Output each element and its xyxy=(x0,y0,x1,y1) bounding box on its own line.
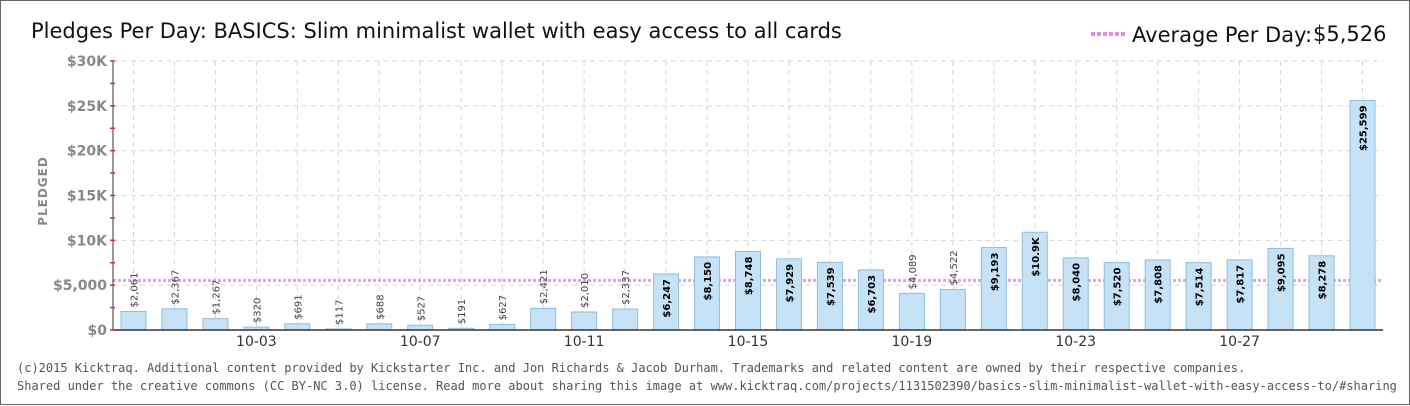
bar-2 xyxy=(202,318,229,331)
data-label-18: $6,703 xyxy=(867,275,878,314)
y-tick-labels: $0 $5,000 $10K $15K $20K $25K $30K xyxy=(53,54,108,339)
average-legend: Average Per Day: $5,526 xyxy=(1091,22,1386,47)
axes xyxy=(110,60,1383,331)
y-tick-label-5: $25K xyxy=(67,99,108,115)
y-tick-label-2: $10K xyxy=(67,233,108,249)
y-tick-label-1: $5,000 xyxy=(53,278,107,294)
average-legend-label: Average Per Day: xyxy=(1132,23,1312,47)
data-label-29: $8,278 xyxy=(1318,261,1329,300)
data-label-26: $7,514 xyxy=(1195,268,1206,307)
data-label-12: $2,337 xyxy=(621,270,632,305)
bar-25 xyxy=(1144,259,1171,331)
x-tick-label-2: 10-11 xyxy=(564,334,605,350)
bars xyxy=(120,99,1376,331)
data-label-19: $4,089 xyxy=(908,254,919,289)
data-label-23: $8,040 xyxy=(1072,263,1083,302)
bar-13 xyxy=(653,273,680,331)
bar-16 xyxy=(775,258,802,331)
bar-21 xyxy=(980,247,1007,331)
chart-title: Pledges Per Day: BASICS: Slim minimalist… xyxy=(31,19,842,43)
bar-6 xyxy=(366,323,393,331)
y-tick-label-6: $30K xyxy=(67,54,108,70)
bar-14 xyxy=(694,256,721,331)
data-label-10: $2,421 xyxy=(539,269,550,304)
bar-27 xyxy=(1226,259,1253,331)
bar-24 xyxy=(1103,262,1130,331)
x-tick-label-4: 10-19 xyxy=(892,334,933,350)
bar-19 xyxy=(898,292,925,331)
data-label-14: $8,150 xyxy=(703,262,714,301)
x-tick-labels: 10-03 10-07 10-11 10-15 10-19 10-23 10-27 xyxy=(236,334,1260,350)
data-label-24: $7,520 xyxy=(1113,268,1124,307)
data-label-15: $8,748 xyxy=(744,257,755,296)
bar-12 xyxy=(612,308,639,331)
bar-17 xyxy=(816,261,843,331)
data-label-21: $9,193 xyxy=(990,253,1001,292)
data-label-1: $2,367 xyxy=(170,270,181,305)
x-tick-label-3: 10-15 xyxy=(728,334,769,350)
data-label-2: $1,267 xyxy=(211,280,222,315)
data-label-5: $117 xyxy=(334,299,345,324)
y-tick-label-0: $0 xyxy=(88,323,108,339)
data-label-30: $25,599 xyxy=(1359,105,1370,151)
data-label-25: $7,808 xyxy=(1154,265,1165,304)
data-label-17: $7,539 xyxy=(826,267,837,306)
x-tick-label-6: 10-27 xyxy=(1219,334,1260,350)
bar-23 xyxy=(1062,257,1089,331)
x-tick-label-0: 10-03 xyxy=(236,334,277,350)
data-label-4: $691 xyxy=(293,294,304,319)
bar-11 xyxy=(571,311,598,331)
y-tick-label-4: $20K xyxy=(67,144,108,160)
footer-license: Shared under the creative commons (CC BY… xyxy=(17,379,1397,393)
bar-9 xyxy=(489,323,516,331)
data-label-9: $627 xyxy=(498,295,509,320)
bar-18 xyxy=(857,269,884,331)
bar-0 xyxy=(120,311,147,331)
average-legend-value: $5,526 xyxy=(1313,22,1386,46)
data-label-27: $7,817 xyxy=(1236,265,1247,304)
bar-22 xyxy=(1021,231,1048,331)
bar-10 xyxy=(530,307,557,331)
data-label-20: $4,522 xyxy=(949,250,960,285)
x-tick-label-1: 10-07 xyxy=(400,334,441,350)
bar-1 xyxy=(161,308,188,331)
data-label-11: $2,010 xyxy=(580,273,591,308)
data-labels: $2,061 $2,367 $1,267 $320 $691 $117 $688 $527 $1… xyxy=(129,105,1369,325)
data-label-16: $7,929 xyxy=(785,264,796,303)
data-label-3: $320 xyxy=(252,298,263,323)
y-axis-label: PLEDGED xyxy=(36,156,50,226)
data-label-0: $2,061 xyxy=(129,273,140,308)
y-tick-label-3: $15K xyxy=(67,189,108,205)
data-label-6: $688 xyxy=(375,294,386,319)
bar-20 xyxy=(939,288,966,331)
data-label-8: $191 xyxy=(457,299,468,324)
x-tick-label-5: 10-23 xyxy=(1055,334,1096,350)
data-label-7: $527 xyxy=(416,296,427,321)
bar-29 xyxy=(1308,255,1335,331)
data-label-22: $10.9K xyxy=(1031,236,1042,277)
data-label-13: $6,247 xyxy=(662,279,673,318)
footer-copyright: (c)2015 Kicktraq. Additional content pro… xyxy=(17,361,1245,375)
bar-4 xyxy=(284,323,311,331)
data-label-28: $9,095 xyxy=(1277,253,1288,292)
